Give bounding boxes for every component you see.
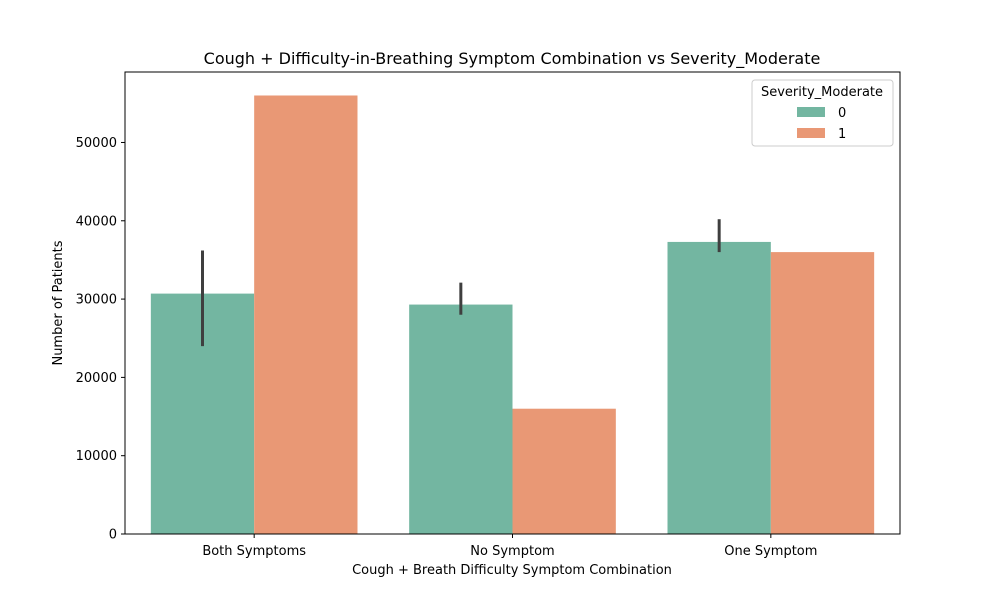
x-tick-label: No Symptom [470,544,554,559]
legend: Severity_Moderate 0 1 [751,79,894,147]
chart-title: Cough + Difficulty-in-Breathing Symptom … [204,49,821,69]
bar-both-symptoms-series-1 [254,95,358,535]
legend-swatch-1 [797,128,825,138]
y-tick-label: 20000 [76,371,117,386]
x-tick-label: One Symptom [724,544,817,559]
axes-layer: Both Symptoms No Symptom One Symptom 0 10000… [76,136,818,559]
bar-one-symptom-series-0 [667,241,771,534]
y-tick-label: 40000 [76,214,117,229]
y-axis-label: Number of Patients [51,240,66,365]
y-tick-label: 30000 [76,293,117,308]
y-tick-label: 10000 [76,449,117,464]
legend-label-1: 1 [838,127,846,142]
error-bars-layer [201,219,721,347]
bar-no-symptom-series-1 [512,408,616,534]
y-tick-label: 0 [109,528,117,543]
bars-layer [150,95,875,535]
x-axis-label: Cough + Breath Difficulty Symptom Combin… [352,563,672,578]
bar-no-symptom-series-0 [409,304,513,534]
x-tick-label: Both Symptoms [202,544,306,559]
legend-title: Severity_Moderate [761,85,883,100]
bar-one-symptom-series-1 [770,252,875,535]
legend-swatch-0 [797,107,825,117]
legend-label-0: 0 [838,106,846,121]
y-tick-label: 50000 [76,136,117,151]
